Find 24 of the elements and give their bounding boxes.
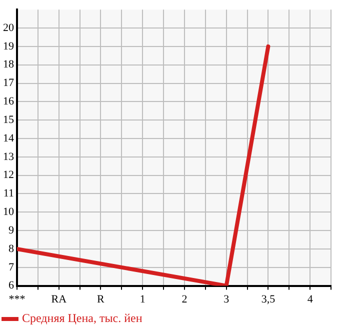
- x-tick-label: RA: [51, 293, 67, 306]
- y-tick-label: 10: [3, 206, 14, 218]
- y-tick-label: 20: [3, 22, 14, 34]
- y-tick-label: 6: [8, 280, 14, 292]
- y-tick-label: 7: [8, 261, 14, 274]
- legend-label: Средняя Цена, тыс. йен: [22, 311, 143, 326]
- y-tick-label: 9: [8, 224, 14, 236]
- y-tick-label: 16: [3, 96, 14, 108]
- y-tick-label: 11: [3, 188, 14, 200]
- x-tick-label: 1: [140, 293, 146, 306]
- y-tick-label: 13: [3, 150, 14, 163]
- y-tick-label: 19: [3, 40, 14, 52]
- y-tick-label: 8: [8, 242, 14, 255]
- y-tick-label: 18: [3, 58, 14, 71]
- x-tick-label: 3,5: [261, 293, 276, 306]
- x-tick-label: 3: [224, 293, 230, 306]
- x-tick-label: R: [97, 293, 106, 306]
- x-tick-label: 2: [182, 293, 188, 306]
- x-tick-label: 4: [307, 293, 314, 306]
- y-tick-label: 15: [3, 114, 14, 126]
- y-tick-label: 12: [3, 169, 14, 182]
- y-tick-label: 17: [3, 77, 14, 90]
- x-tick-label: ***: [8, 293, 26, 306]
- y-tick-label: 14: [3, 132, 14, 144]
